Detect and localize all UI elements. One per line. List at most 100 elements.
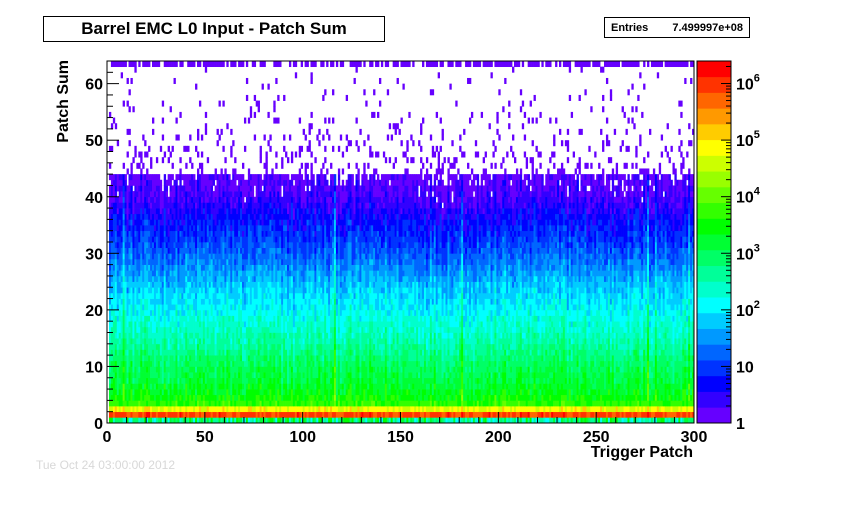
heatmap-cell xyxy=(163,287,167,294)
heatmap-cell xyxy=(222,366,225,373)
heatmap-cell xyxy=(234,213,237,220)
heatmap-cell xyxy=(179,406,182,413)
heatmap-cell xyxy=(155,315,159,322)
heatmap-cell xyxy=(165,372,169,379)
heatmap-cell xyxy=(138,321,141,328)
heatmap-cell xyxy=(263,332,266,339)
heatmap-cell xyxy=(218,355,221,362)
heatmap-cell xyxy=(318,406,321,413)
heatmap-cell xyxy=(255,372,259,379)
heatmap-cell xyxy=(281,366,284,373)
heatmap-cell xyxy=(292,411,296,418)
heatmap-cell xyxy=(285,326,288,333)
heatmap-cell xyxy=(175,383,178,390)
heatmap-cell xyxy=(290,174,294,181)
heatmap-cell xyxy=(138,219,141,226)
heatmap-cell xyxy=(108,400,112,407)
heatmap-cell xyxy=(236,326,239,333)
heatmap-cell xyxy=(232,326,235,333)
heatmap-cell xyxy=(314,343,317,350)
heatmap-cell xyxy=(193,196,196,203)
heatmap-cell xyxy=(191,281,194,288)
heatmap-cell xyxy=(218,253,221,260)
heatmap-cell xyxy=(142,236,145,243)
heatmap-cell xyxy=(298,264,302,271)
heatmap-cell xyxy=(228,298,231,305)
heatmap-cell xyxy=(210,349,214,356)
heatmap-cell xyxy=(189,196,192,203)
heatmap-cell xyxy=(173,219,176,226)
heatmap-cell xyxy=(263,225,266,232)
heatmap-cell xyxy=(108,196,112,203)
heatmap-cell xyxy=(265,196,268,203)
heatmap-cell xyxy=(204,298,208,305)
heatmap-cell xyxy=(118,309,122,316)
heatmap-cell xyxy=(230,247,233,254)
heatmap-cell xyxy=(126,304,129,311)
heatmap-cell xyxy=(189,281,192,288)
heatmap-cell xyxy=(167,372,170,379)
heatmap-cell xyxy=(226,287,229,294)
heatmap-cell xyxy=(218,292,221,299)
heatmap-cell xyxy=(263,242,266,249)
heatmap-cell xyxy=(310,196,313,203)
heatmap-cell xyxy=(214,332,217,339)
heatmap-cell xyxy=(245,366,249,373)
heatmap-cell xyxy=(144,208,147,215)
heatmap-cell xyxy=(318,332,321,339)
heatmap-cell xyxy=(148,417,151,424)
heatmap-cell xyxy=(285,389,288,396)
heatmap-cell xyxy=(193,281,196,288)
heatmap-cell xyxy=(269,355,272,362)
heatmap-cell xyxy=(124,230,127,237)
heatmap-cell xyxy=(304,326,307,333)
heatmap-cell xyxy=(134,298,137,305)
heatmap-cell xyxy=(230,270,233,277)
heatmap-cell xyxy=(128,140,131,147)
heatmap-cell xyxy=(275,389,278,396)
heatmap-cell xyxy=(171,360,174,367)
heatmap-cell xyxy=(163,292,167,299)
heatmap-cell xyxy=(191,360,194,367)
heatmap-cell xyxy=(228,247,231,254)
heatmap-cell xyxy=(128,315,131,322)
heatmap-cell xyxy=(116,338,120,345)
heatmap-cell xyxy=(120,281,124,288)
heatmap-cell xyxy=(136,174,139,181)
heatmap-cell xyxy=(240,394,243,401)
heatmap-cell xyxy=(167,315,170,322)
heatmap-cell xyxy=(114,236,118,243)
heatmap-cell xyxy=(259,372,262,379)
heatmap-cell xyxy=(271,372,274,379)
heatmap-cell xyxy=(283,287,286,294)
heatmap-cell xyxy=(228,196,231,203)
heatmap-cell xyxy=(220,219,223,226)
heatmap-cell xyxy=(236,332,239,339)
heatmap-cell xyxy=(140,225,143,232)
heatmap-cell xyxy=(118,338,122,345)
heatmap-cell xyxy=(116,225,120,232)
heatmap-cell xyxy=(271,406,274,413)
heatmap-cell xyxy=(155,383,159,390)
heatmap-cell xyxy=(232,366,235,373)
heatmap-cell xyxy=(290,219,294,226)
heatmap-cell xyxy=(110,236,114,243)
heatmap-cell xyxy=(257,309,260,316)
heatmap-cell xyxy=(228,400,231,407)
heatmap-cell xyxy=(245,247,249,254)
heatmap-cell xyxy=(169,394,172,401)
heatmap-cell xyxy=(236,315,239,322)
heatmap-cell xyxy=(146,377,149,384)
heatmap-cell xyxy=(236,417,239,424)
heatmap-cell xyxy=(206,372,210,379)
heatmap-cell xyxy=(243,304,247,311)
heatmap-cell xyxy=(181,389,184,396)
heatmap-cell xyxy=(316,349,319,356)
heatmap-cell xyxy=(273,417,276,424)
heatmap-cell xyxy=(267,213,270,220)
heatmap-cell xyxy=(142,225,145,232)
heatmap-cell xyxy=(189,174,192,181)
heatmap-cell xyxy=(214,202,217,209)
heatmap-cell xyxy=(171,185,174,192)
heatmap-cell xyxy=(153,242,157,249)
